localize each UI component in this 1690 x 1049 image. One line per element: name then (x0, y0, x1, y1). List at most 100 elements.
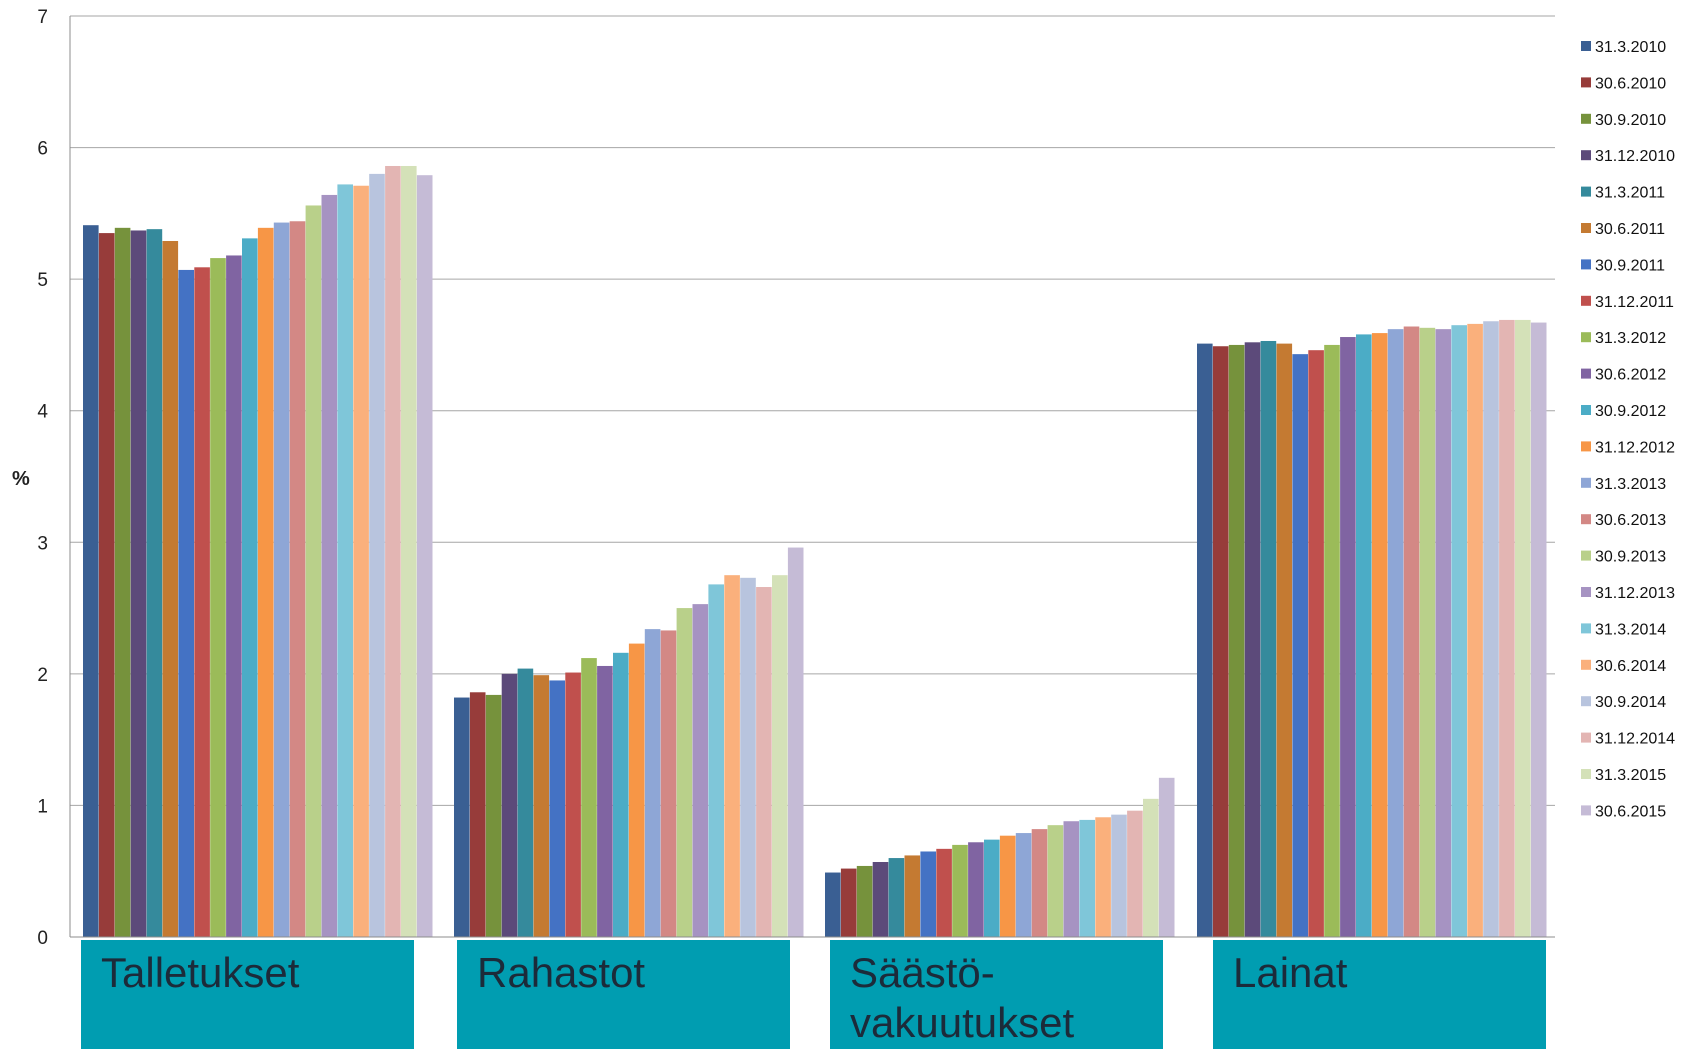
legend-swatch (1581, 77, 1591, 88)
bar (756, 587, 772, 937)
bar (1063, 821, 1080, 937)
bar (1292, 354, 1308, 937)
bar (401, 165, 417, 938)
bar (904, 855, 921, 937)
bar (1095, 817, 1111, 937)
bar (825, 872, 841, 937)
bar (385, 165, 401, 938)
legend-entry: 31.3.2015 (1595, 767, 1666, 784)
bar (130, 230, 147, 937)
bar (1371, 333, 1388, 938)
bar (1111, 814, 1127, 937)
legend-entry: 31.3.2010 (1595, 39, 1666, 56)
bar (724, 575, 740, 937)
bar (740, 577, 756, 937)
bar (1515, 319, 1531, 937)
legend-swatch (1581, 295, 1591, 306)
bar (613, 652, 629, 937)
y-tick-label: 2 (37, 665, 48, 686)
bar (772, 575, 788, 937)
category-label-line: vakuutukset (850, 999, 1075, 1046)
category-label: Talletukset (81, 940, 414, 1049)
bar (321, 194, 338, 937)
axes (69, 16, 1555, 938)
bar (337, 184, 353, 937)
bar (1158, 777, 1175, 937)
legend-swatch (1581, 659, 1591, 670)
legend-swatch (1581, 769, 1591, 779)
legend-entry: 31.3.2011 (1595, 185, 1665, 202)
bar (226, 255, 242, 937)
bar (353, 185, 369, 938)
legend-swatch (1581, 514, 1591, 525)
bar (1435, 329, 1452, 937)
legend-entry: 31.12.2013 (1595, 585, 1675, 602)
bars (83, 165, 1547, 938)
legend-swatch (1581, 405, 1591, 415)
bar (1228, 344, 1245, 937)
bar (1047, 825, 1064, 937)
legend-entry: 30.6.2015 (1595, 803, 1666, 820)
bar (257, 227, 274, 937)
legend-entry: 31.12.2012 (1595, 439, 1675, 456)
legend-entry: 30.9.2012 (1595, 403, 1666, 420)
bar (1276, 343, 1293, 937)
bar (178, 269, 194, 937)
bar (83, 225, 99, 937)
bar (708, 584, 724, 937)
legend-entry: 30.9.2010 (1595, 112, 1666, 129)
legend-swatch (1581, 113, 1591, 124)
y-tick-label: 3 (37, 533, 48, 554)
bar (501, 673, 518, 937)
legend-entry: 30.6.2014 (1595, 658, 1666, 675)
legend-entry: 31.3.2012 (1595, 330, 1666, 347)
bar (952, 844, 968, 937)
bar (660, 630, 677, 937)
bar (1483, 321, 1499, 937)
category-label-line: Säästö- (850, 949, 995, 996)
y-tick-label: 1 (37, 796, 48, 817)
bar (416, 175, 433, 937)
category-label-line: Rahastot (477, 949, 646, 996)
bar (1260, 340, 1277, 938)
bar (888, 858, 905, 937)
bar (162, 240, 179, 938)
bar (1079, 819, 1095, 937)
bar (242, 238, 258, 938)
bar (581, 658, 597, 937)
bar (1387, 329, 1404, 937)
bar (369, 173, 385, 937)
bar (787, 547, 804, 937)
bar (1403, 326, 1420, 937)
bar (1340, 337, 1356, 937)
legend-entry: 30.6.2010 (1595, 75, 1666, 92)
bar (517, 668, 534, 937)
category-label: Säästö-vakuutukset (830, 940, 1163, 1049)
legend-swatch (1581, 223, 1591, 233)
y-tick-label: 0 (37, 928, 48, 949)
bar (273, 222, 290, 937)
bar (114, 227, 131, 937)
legend-swatch (1581, 550, 1591, 561)
bar (1308, 350, 1324, 937)
legend-swatch (1581, 368, 1591, 379)
bar (644, 629, 661, 937)
legend-swatch (1581, 441, 1591, 452)
y-tick-labels: 0 1 2 3 4 5 6 7 (37, 7, 48, 949)
bar (840, 868, 857, 937)
y-axis-label: % (12, 468, 30, 490)
bar (1197, 343, 1213, 937)
y-tick-label: 4 (37, 402, 48, 423)
bar (872, 862, 889, 937)
bar (1031, 829, 1048, 937)
bar (210, 258, 226, 938)
legend-entry: 31.3.2014 (1595, 621, 1666, 638)
bar (1356, 334, 1372, 937)
legend: 31.3.2010 30.6.2010 30.9.2010 31.12.2010 31.… (1581, 39, 1675, 820)
bar (1451, 325, 1467, 937)
bar (1419, 327, 1436, 937)
bar (289, 221, 306, 937)
legend-entry: 30.9.2011 (1595, 257, 1665, 274)
legend-swatch (1581, 696, 1591, 707)
bar (968, 842, 984, 937)
